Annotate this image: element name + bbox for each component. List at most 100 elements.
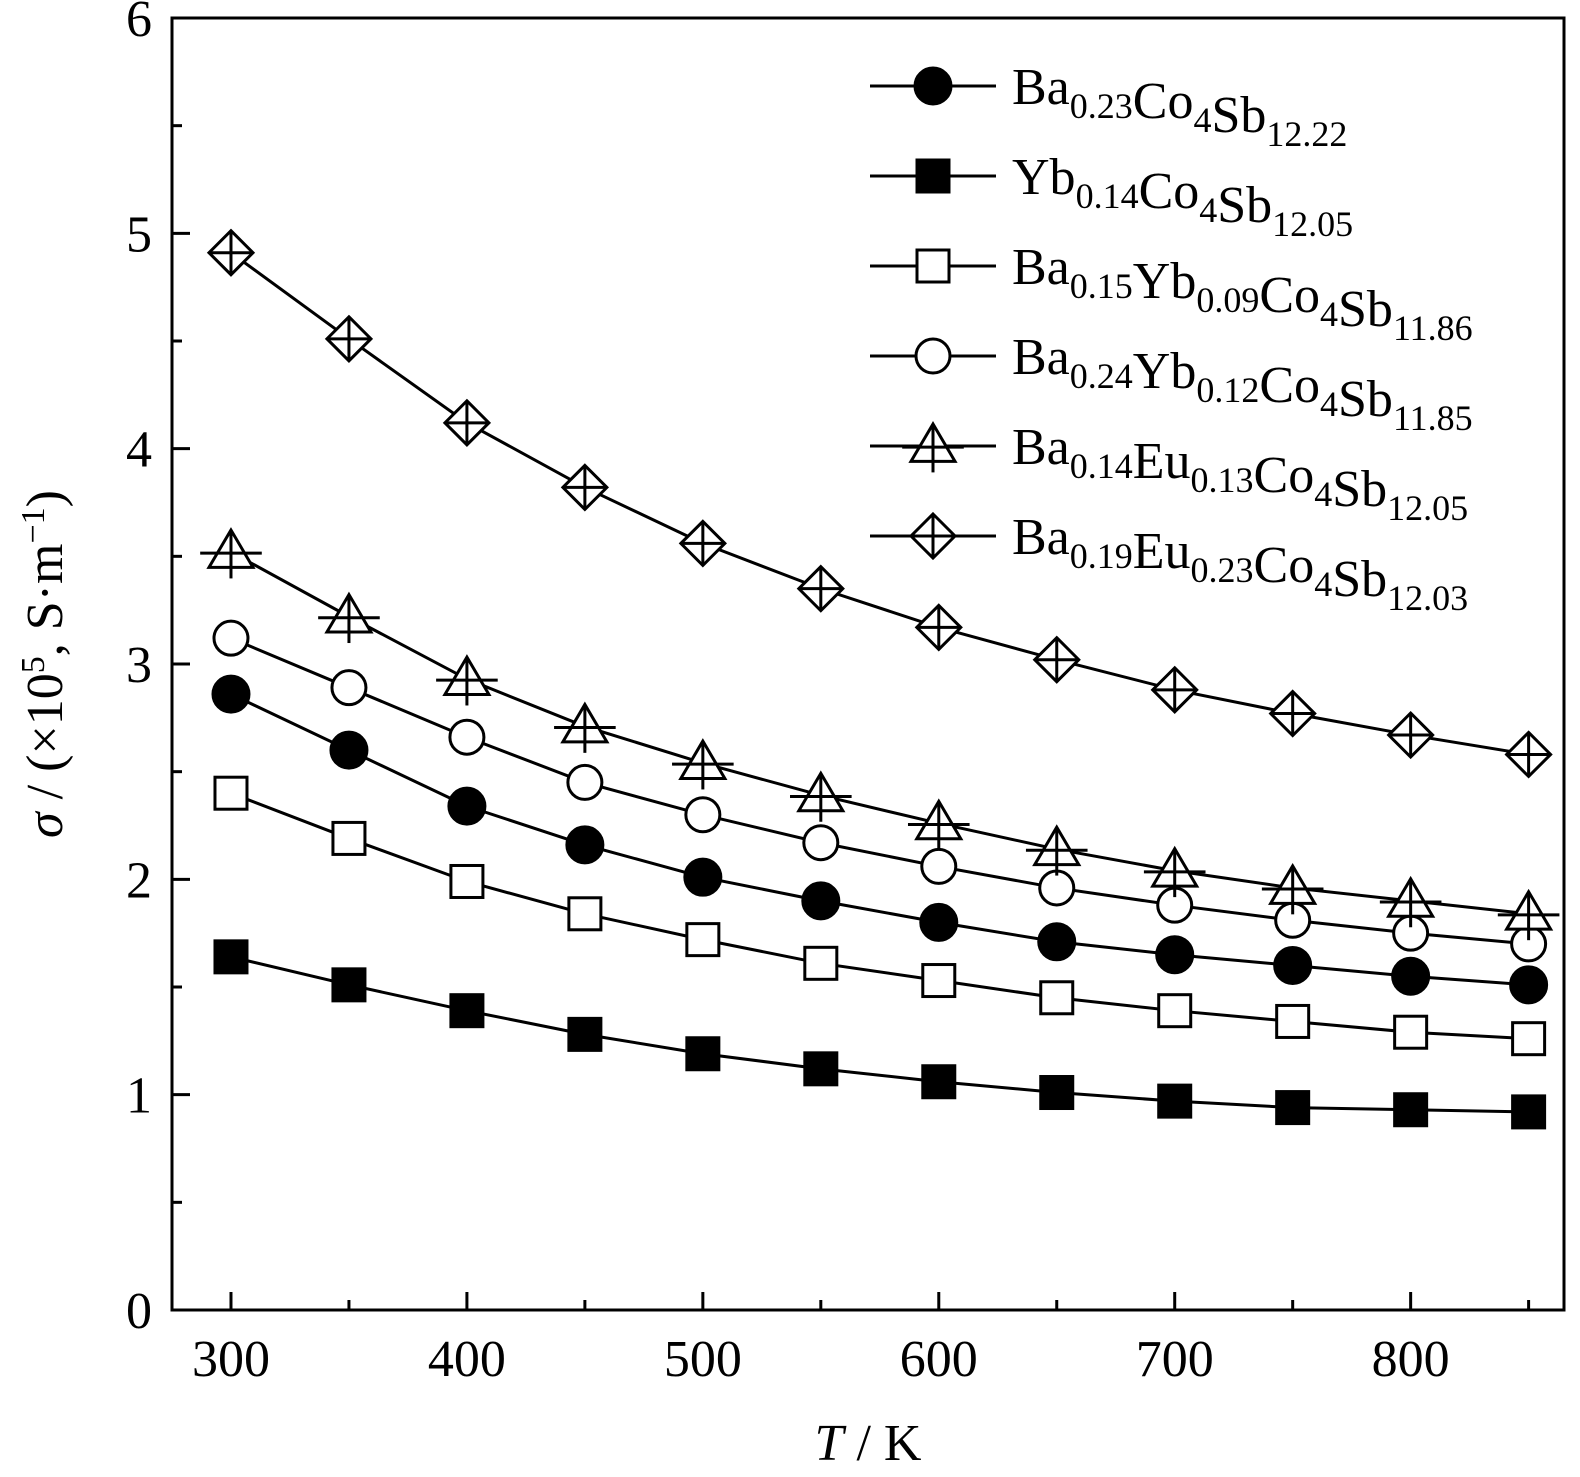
data-point xyxy=(683,857,723,897)
data-point xyxy=(331,820,367,856)
data-point xyxy=(1393,1092,1429,1128)
data-point xyxy=(1379,875,1442,928)
legend-label: Ba0.15Yb0.09Co4Sb11.86 xyxy=(1012,239,1473,348)
marker-filled-circle xyxy=(565,825,605,865)
marker-filled-circle xyxy=(919,902,959,942)
data-point xyxy=(213,775,249,811)
data-point xyxy=(684,796,722,834)
marker-open-square xyxy=(1039,980,1075,1016)
data-point xyxy=(1504,730,1553,779)
marker-filled-square xyxy=(1275,1090,1311,1126)
marker-filled-square xyxy=(1511,1094,1547,1130)
data-point xyxy=(567,896,603,932)
series-line xyxy=(230,636,1529,946)
legend-entry: Yb0.14Co4Sb12.05 xyxy=(870,149,1353,244)
data-point xyxy=(1037,922,1077,962)
x-tick-label: 800 xyxy=(1372,1331,1450,1388)
data-point xyxy=(921,1064,957,1100)
data-point xyxy=(560,463,610,512)
marker-open-square xyxy=(567,896,603,932)
data-point xyxy=(1497,888,1560,941)
axes-layer: 300 400 500 600 700 800 0 1 2 3 4 5 6 T / K σ / (×105,… xyxy=(15,0,1566,1472)
data-point xyxy=(330,669,368,707)
data-point xyxy=(1039,980,1075,1016)
marker-open-square xyxy=(331,820,367,856)
data-point xyxy=(1038,869,1076,907)
data-point xyxy=(1155,935,1195,975)
series-line xyxy=(230,692,1529,987)
data-point xyxy=(1509,965,1549,1005)
marker-open-circle xyxy=(684,796,722,834)
data-point xyxy=(331,967,367,1003)
x-axis-label: T / K xyxy=(815,1415,922,1472)
legend-entry: Ba0.15Yb0.09Co4Sb11.86 xyxy=(870,239,1473,348)
marker-filled-circle xyxy=(211,674,251,714)
series-4 xyxy=(212,619,1548,963)
data-point xyxy=(449,863,485,899)
marker-filled-circle xyxy=(1155,935,1195,975)
data-point xyxy=(919,902,959,942)
plot-layer xyxy=(200,228,1560,1130)
marker-open-circle xyxy=(330,669,368,707)
series-5 xyxy=(200,527,1560,941)
marker-filled-square xyxy=(685,1036,721,1072)
y-tick-label: 4 xyxy=(126,422,152,479)
marker-filled-circle xyxy=(447,786,487,826)
data-point xyxy=(672,738,734,790)
marker-filled-circle xyxy=(913,66,953,106)
data-point xyxy=(802,824,840,862)
data-point xyxy=(447,786,487,826)
legend-entry: Ba0.14Eu0.13Co4Sb12.05 xyxy=(870,419,1468,528)
data-point xyxy=(211,674,251,714)
data-point xyxy=(921,963,957,999)
data-point xyxy=(685,922,721,958)
data-point xyxy=(213,939,249,975)
y-tick-label: 0 xyxy=(126,1283,152,1340)
data-point xyxy=(200,527,262,579)
data-point xyxy=(920,847,958,885)
x-tick-label: 500 xyxy=(664,1331,742,1388)
data-point xyxy=(436,654,498,706)
data-point xyxy=(914,603,963,652)
data-point xyxy=(1268,689,1317,738)
legend-label: Ba0.19Eu0.23Co4Sb12.03 xyxy=(1012,509,1468,618)
x-tick-label: 600 xyxy=(900,1331,978,1388)
data-point xyxy=(801,881,841,921)
marker-open-circle xyxy=(448,718,486,756)
y-tick-label: 2 xyxy=(126,852,152,909)
marker-filled-square xyxy=(213,939,249,975)
legend-label: Yb0.14Co4Sb12.05 xyxy=(1012,149,1353,244)
marker-open-square xyxy=(685,922,721,958)
marker-filled-circle xyxy=(1509,965,1549,1005)
y-tick-label: 3 xyxy=(126,637,152,694)
marker-open-square xyxy=(921,963,957,999)
marker-filled-circle xyxy=(801,881,841,921)
data-point xyxy=(790,770,852,822)
data-point xyxy=(1275,1003,1311,1039)
marker-open-circle xyxy=(212,619,250,657)
series-6 xyxy=(206,228,1553,779)
data-point xyxy=(678,519,727,568)
data-point xyxy=(212,619,250,657)
marker-filled-circle xyxy=(683,857,723,897)
x-tick-label: 700 xyxy=(1136,1331,1214,1388)
data-point xyxy=(1157,1083,1193,1119)
data-point xyxy=(1511,1094,1547,1130)
data-point xyxy=(1393,1014,1429,1050)
marker-open-circle xyxy=(920,847,958,885)
data-point xyxy=(803,945,839,981)
data-point xyxy=(1032,635,1081,684)
marker-filled-square xyxy=(449,993,485,1029)
data-point xyxy=(449,993,485,1029)
marker-filled-circle xyxy=(1273,945,1313,985)
legend-entry: Ba0.19Eu0.23Co4Sb12.03 xyxy=(870,509,1468,618)
legend-entry: Ba0.23Co4Sb12.22 xyxy=(870,59,1347,154)
marker-filled-circle xyxy=(1391,956,1431,996)
data-point xyxy=(1025,824,1088,876)
marker-filled-circle xyxy=(329,730,369,770)
data-point xyxy=(448,718,486,756)
data-point xyxy=(565,825,605,865)
legend-label: Ba0.14Eu0.13Co4Sb12.05 xyxy=(1012,419,1468,528)
data-point xyxy=(329,730,369,770)
legend-entry: Ba0.24Yb0.12Co4Sb11.85 xyxy=(870,329,1473,438)
